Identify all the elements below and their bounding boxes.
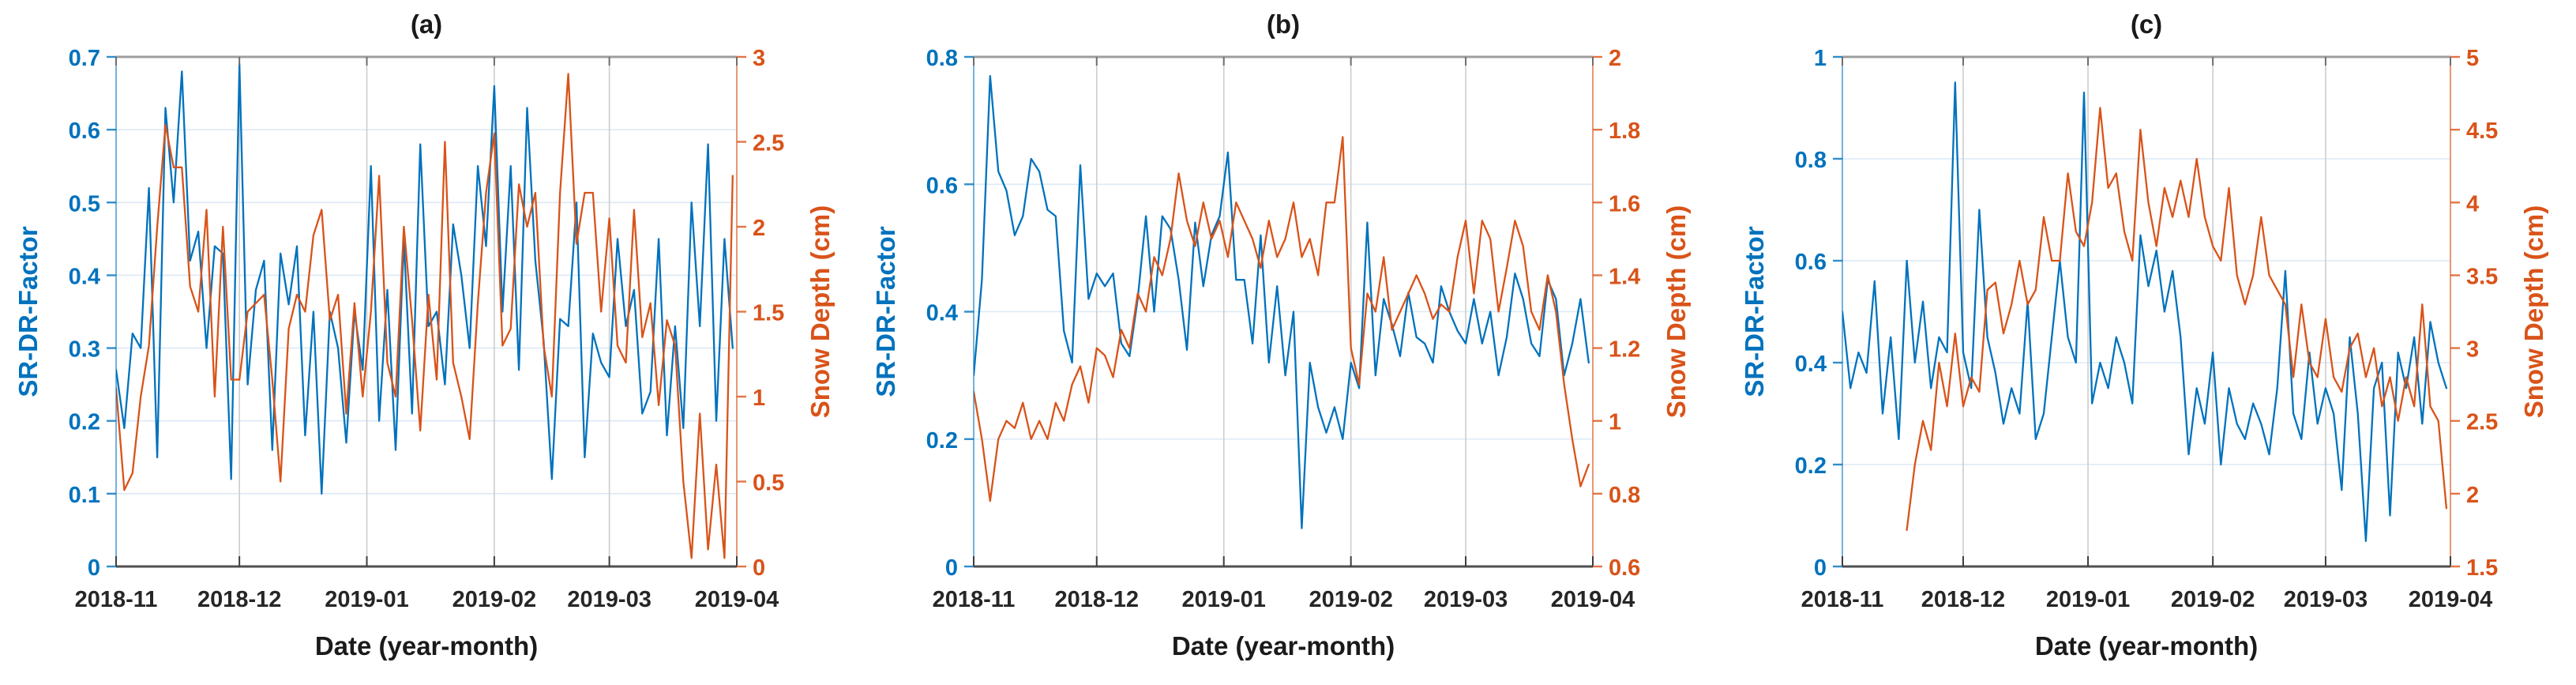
panel-a: 2018-11 2018-12 2019-01 2019-02 2019-03 2019-…: [13, 9, 835, 661]
x-tick-label: 2018-12: [1055, 587, 1139, 612]
panel-b: 2018-11 2018-12 2019-01 2019-02 2019-03 2019-…: [871, 9, 1691, 661]
left-tick-label: 0.3: [69, 337, 100, 363]
series-sr-dr-factor-line: [1842, 81, 2448, 542]
right-tick-label: 1.5: [2466, 555, 2498, 581]
panel-c: 2018-11 2018-12 2019-01 2019-02 2019-03 2019-…: [1740, 9, 2548, 661]
right-tick-label: 0.6: [1609, 555, 1640, 581]
right-tick-label: 2.5: [2466, 410, 2498, 435]
x-tick-label: 2018-11: [1801, 587, 1884, 612]
right-tick-label: 0.5: [753, 471, 784, 496]
x-axis-label: Date (year-month): [1172, 631, 1395, 661]
x-tick-label: 2019-04: [695, 587, 779, 612]
x-tick-label: 2019-02: [452, 587, 536, 612]
right-tick-label: 1.5: [753, 301, 784, 326]
x-tick-label: 2018-11: [75, 587, 158, 612]
series-snow-depth-line: [116, 73, 734, 559]
x-tick-label: 2019-01: [325, 587, 408, 612]
left-tick-label: 1: [1814, 46, 1827, 71]
right-tick-label: 0.8: [1609, 483, 1640, 508]
left-tick-label: 0.2: [926, 428, 958, 454]
series-sr-dr-factor-line: [116, 63, 734, 495]
right-tick-label: 4: [2466, 191, 2479, 216]
x-tick-label: 2019-03: [2284, 587, 2368, 612]
x-tick-label: 2018-12: [197, 587, 281, 612]
left-tick-label: 0.4: [69, 264, 100, 289]
right-tick-label: 1.4: [1609, 264, 1640, 289]
x-tick-label: 2019-03: [1424, 587, 1508, 612]
x-tick-label: 2019-02: [1309, 587, 1392, 612]
x-tick-label: 2019-03: [567, 587, 651, 612]
right-tick-label: 2: [2466, 483, 2479, 508]
left-tick-label: 0.4: [926, 301, 958, 326]
right-tick-label: 3: [2466, 337, 2479, 363]
right-tick-label: 5: [2466, 46, 2479, 71]
x-tick-label: 2018-12: [1921, 587, 2005, 612]
right-tick-label: 2: [1609, 46, 1621, 71]
x-axis-label: Date (year-month): [2035, 631, 2258, 661]
right-tick-label: 1.8: [1609, 119, 1640, 144]
left-tick-label: 0.6: [69, 119, 100, 144]
right-tick-label: 0: [753, 555, 765, 581]
left-tick-label: 0.5: [69, 191, 100, 216]
left-axis-label: SR-DR-Factor: [13, 226, 43, 397]
panel-title-a: (a): [411, 9, 442, 39]
left-tick-label: 0.2: [69, 410, 100, 435]
panel-title-c: (c): [2131, 9, 2162, 39]
panel-title-b: (b): [1267, 9, 1300, 39]
left-tick-label: 0.6: [1795, 250, 1827, 275]
right-tick-label: 1: [1609, 410, 1621, 435]
x-tick-label: 2019-04: [2409, 587, 2492, 612]
left-tick-label: 0.7: [69, 46, 100, 71]
right-tick-label: 1.6: [1609, 191, 1640, 216]
left-tick-label: 0: [88, 555, 100, 581]
x-tick-label: 2019-04: [1551, 587, 1635, 612]
left-tick-label: 0.1: [69, 483, 100, 508]
right-tick-label: 2: [753, 216, 765, 241]
series-snow-depth-line: [1906, 107, 2448, 532]
left-tick-label: 0: [1814, 555, 1827, 581]
x-axis-label: Date (year-month): [315, 631, 538, 661]
right-axis-label: Snow Depth (cm): [2519, 205, 2548, 419]
right-tick-label: 3.5: [2466, 264, 2498, 289]
left-tick-label: 0.8: [1795, 148, 1827, 173]
right-tick-label: 4.5: [2466, 119, 2498, 144]
series-snow-depth-line: [974, 136, 1590, 502]
left-axis-label: SR-DR-Factor: [1740, 226, 1769, 397]
x-tick-label: 2019-01: [1181, 587, 1265, 612]
right-tick-label: 3: [753, 46, 765, 71]
x-tick-label: 2018-11: [933, 587, 1016, 612]
right-axis-label: Snow Depth (cm): [805, 205, 835, 419]
series-sr-dr-factor-line: [974, 75, 1590, 529]
right-tick-label: 2.5: [753, 131, 784, 156]
left-tick-label: 0.6: [926, 173, 958, 198]
x-tick-label: 2019-02: [2171, 587, 2255, 612]
left-tick-label: 0.4: [1795, 352, 1827, 377]
x-tick-label: 2019-01: [2046, 587, 2130, 612]
right-axis-label: Snow Depth (cm): [1662, 205, 1691, 419]
right-tick-label: 1: [753, 386, 765, 411]
left-tick-label: 0.8: [926, 46, 958, 71]
right-tick-label: 1.2: [1609, 337, 1640, 363]
left-tick-label: 0: [945, 555, 958, 581]
left-axis-label: SR-DR-Factor: [871, 226, 900, 397]
left-tick-label: 0.2: [1795, 454, 1827, 479]
